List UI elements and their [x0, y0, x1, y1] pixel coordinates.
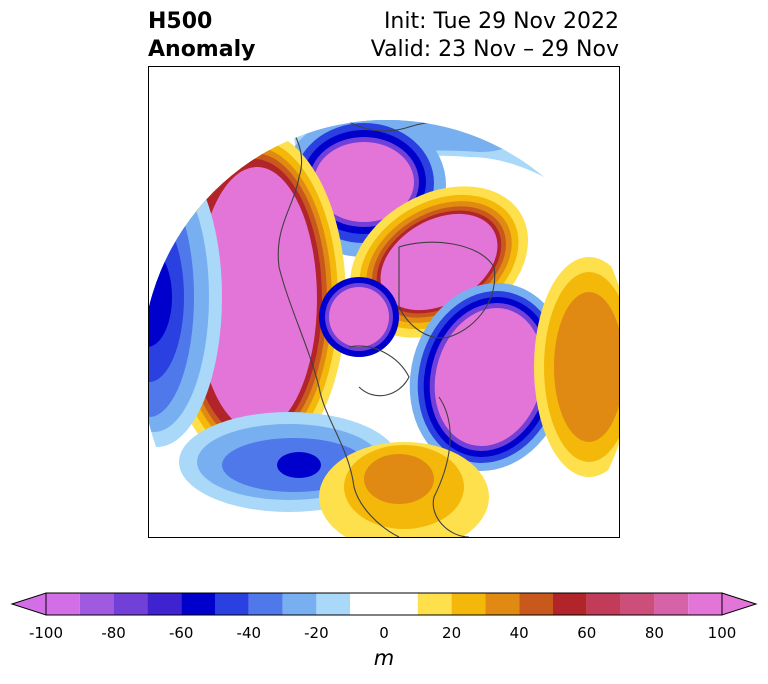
colorbar-segment: [654, 593, 689, 615]
colorbar-tick-label: -80: [101, 624, 126, 642]
colorbar-tick-label: 80: [644, 624, 664, 642]
colorbar-segment: [451, 593, 486, 615]
colorbar-segment: [79, 593, 114, 615]
colorbar-segment: [350, 593, 418, 615]
colorbar-outline: [45, 592, 723, 616]
colorbar-tick-label: -40: [236, 624, 262, 642]
colorbar-extend-min: [10, 592, 47, 616]
colorbar-tick-label: -20: [304, 624, 329, 642]
colorbar-segment: [113, 593, 148, 615]
colorbar-segment: [417, 593, 452, 615]
anomaly-hudson-low: [319, 277, 399, 357]
colorbar-segment: [181, 593, 215, 615]
anomaly-map: [148, 66, 620, 538]
anomaly-atlantic-low: [409, 283, 569, 471]
colorbar-segment: [147, 593, 182, 615]
colorbar-label: m: [373, 646, 395, 670]
colorbar-segment: [586, 593, 621, 615]
valid-period: Valid: 23 Nov – 29 Nov: [370, 37, 619, 62]
title-variable: H500: [148, 9, 213, 34]
colorbar-tick-label: 60: [577, 624, 597, 642]
colorbar-tick-label: -100: [28, 624, 64, 642]
map-subtitle: Init: Tue 29 Nov 2022 Valid: 23 Nov – 29…: [371, 8, 619, 64]
anomaly-east-atlantic-high: [534, 257, 619, 477]
map-svg: [149, 120, 619, 537]
colorbar-tick-label: 40: [509, 624, 529, 642]
colorbar-extend-max: [721, 592, 758, 616]
map-title: H500 Anomaly: [148, 8, 255, 64]
colorbar-segment: [553, 593, 587, 615]
colorbar-segment: [620, 593, 655, 615]
colorbar-segment: [688, 593, 722, 615]
colorbar-segment: [46, 593, 80, 615]
colorbar-segment: [215, 593, 249, 615]
colorbar-tick-label: 100: [707, 624, 737, 642]
colorbar-tick-label: -60: [168, 624, 194, 642]
colorbar-segment: [282, 593, 317, 615]
colorbar-tick-label: 20: [442, 624, 462, 642]
colorbar-segment: [248, 593, 283, 615]
colorbar: [10, 592, 758, 616]
title-type: Anomaly: [148, 37, 256, 62]
init-time: Init: Tue 29 Nov 2022: [383, 9, 619, 34]
colorbar-segment: [316, 593, 351, 615]
colorbar-tick-label: 0: [379, 624, 389, 642]
colorbar-segment: [519, 593, 553, 615]
colorbar-segment: [485, 593, 520, 615]
